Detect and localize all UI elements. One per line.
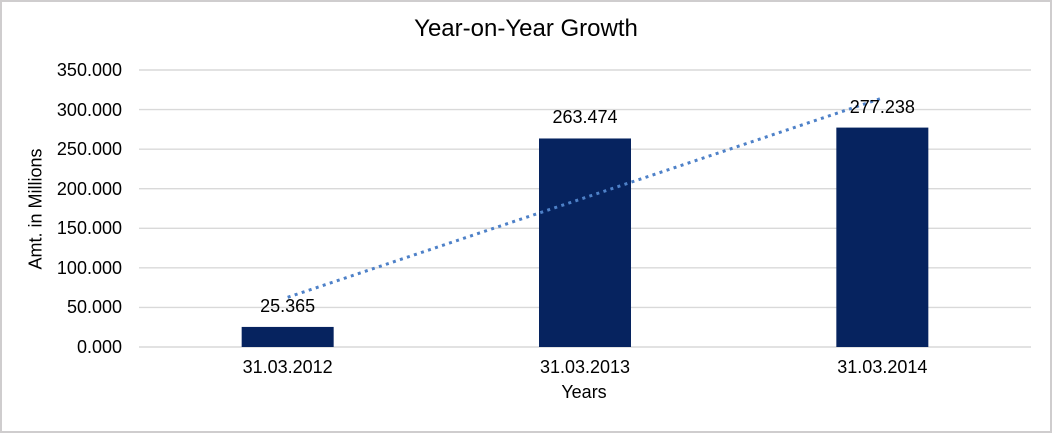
y-tick-label-150.000: 150.000 [56,218,122,239]
data-label-31.03.2014: 277.238 [849,96,915,117]
y-tick-label-50.000: 50.000 [66,297,122,318]
y-tick-label-200.000: 200.000 [56,178,122,199]
y-axis-title: Amt. in Millions [25,148,46,270]
category-label-31.03.2012: 31.03.2012 [242,357,333,377]
y-tick-label-350.000: 350.000 [56,60,122,80]
data-label-31.03.2013: 263.474 [552,107,618,128]
y-tick-label-250.000: 250.000 [56,139,122,160]
bar-31.03.2012 [241,326,334,347]
category-label-31.03.2013: 31.03.2013 [539,357,631,377]
bar-31.03.2013 [539,138,631,347]
y-tick-label-300.000: 300.000 [56,99,122,120]
x-axis-title: Years [561,382,607,402]
y-tick-label-100.000: 100.000 [56,257,122,278]
bar-31.03.2014 [836,127,929,347]
y-tick-label-0.000: 0.000 [76,337,122,357]
trendline [287,96,883,299]
data-label-31.03.2012: 25.365 [260,295,316,316]
category-label-31.03.2014: 31.03.2014 [837,357,928,377]
chart-title: Year-on-Year Growth [414,15,638,42]
